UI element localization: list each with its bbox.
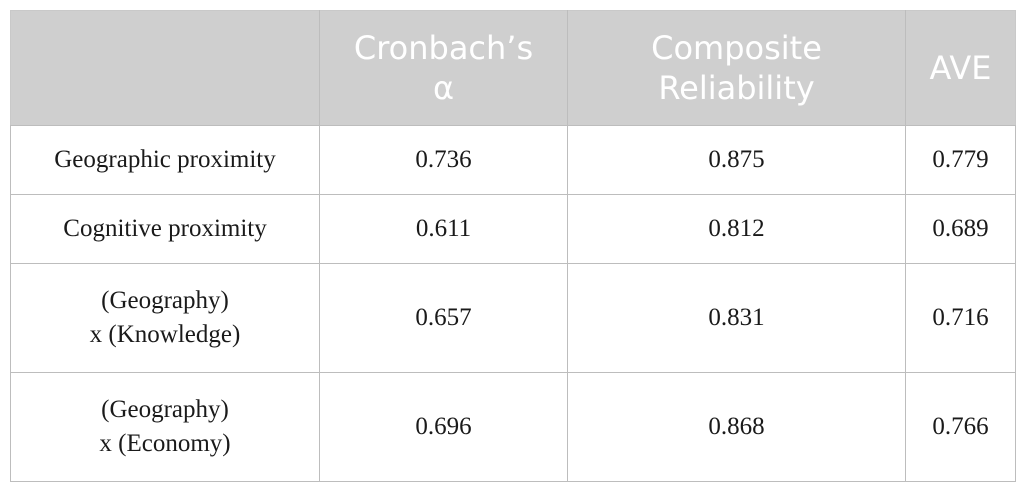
header-ave: AVE — [905, 10, 1016, 126]
header-line: Reliability — [658, 69, 815, 107]
header-row: Cronbach’s α Composite Reliability AVE — [10, 10, 1016, 126]
table-row: (Geography) x (Economy) 0.696 0.868 0.76… — [10, 372, 1016, 482]
cronbach-alpha-value: 0.736 — [319, 125, 568, 195]
ave-value: 0.716 — [905, 263, 1016, 373]
cronbach-alpha-value: 0.657 — [319, 263, 568, 373]
row-label-line: x (Economy) — [99, 430, 231, 457]
row-label: (Geography) x (Knowledge) — [10, 263, 320, 373]
composite-reliability-value: 0.868 — [567, 372, 906, 482]
header-cronbach-alpha: Cronbach’s α — [319, 10, 568, 126]
header-line: Cronbach’s — [353, 29, 534, 67]
table-row: Cognitive proximity 0.611 0.812 0.689 — [10, 194, 1016, 264]
ave-value: 0.766 — [905, 372, 1016, 482]
header-empty-cell — [10, 10, 320, 126]
header-line: α — [432, 69, 455, 107]
row-label: Geographic proximity — [10, 125, 320, 195]
composite-reliability-value: 0.831 — [567, 263, 906, 373]
ave-value: 0.689 — [905, 194, 1016, 264]
row-label-line: (Geography) — [101, 396, 229, 423]
reliability-table-container: Cronbach’s α Composite Reliability AVE G… — [10, 10, 1016, 482]
row-label-line: Cognitive proximity — [63, 215, 267, 242]
row-label: (Geography) x (Economy) — [10, 372, 320, 482]
reliability-table: Cronbach’s α Composite Reliability AVE G… — [10, 10, 1016, 482]
cronbach-alpha-value: 0.696 — [319, 372, 568, 482]
row-label-line: Geographic proximity — [54, 146, 276, 173]
header-composite-reliability: Composite Reliability — [567, 10, 906, 126]
table-row: (Geography) x (Knowledge) 0.657 0.831 0.… — [10, 263, 1016, 373]
table-row: Geographic proximity 0.736 0.875 0.779 — [10, 125, 1016, 195]
cronbach-alpha-value: 0.611 — [319, 194, 568, 264]
row-label-line: (Geography) — [101, 287, 229, 314]
ave-value: 0.779 — [905, 125, 1016, 195]
composite-reliability-value: 0.875 — [567, 125, 906, 195]
header-line: AVE — [929, 49, 992, 87]
row-label: Cognitive proximity — [10, 194, 320, 264]
composite-reliability-value: 0.812 — [567, 194, 906, 264]
header-line: Composite — [651, 29, 822, 67]
row-label-line: x (Knowledge) — [89, 321, 241, 348]
